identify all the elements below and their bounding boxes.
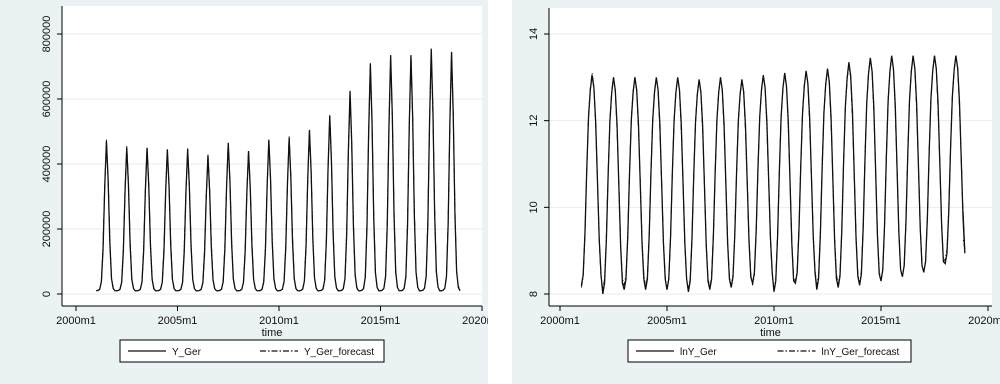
x-tick-label: 2005m1 (158, 315, 198, 327)
y-tick-label: 10 (528, 201, 540, 213)
legend-label-lnY_Ger_forecast: lnY_Ger_forecast (822, 347, 900, 358)
y-tick-label: 400000 (41, 146, 53, 183)
left-chart-panel: 0 200000 400000 600000 800000 2000m1 2005m1 201… (0, 0, 488, 384)
y-tick-label: 12 (528, 115, 540, 127)
plot-area (62, 6, 482, 306)
legend: lnY_Ger lnY_Ger_forecast (627, 339, 912, 363)
x-axis-title: time (262, 327, 283, 339)
x-tick-label: 2005m1 (647, 315, 687, 327)
x-tick-label: 2010m1 (259, 315, 299, 327)
x-tick-label: 2000m1 (56, 315, 96, 327)
legend-label-lnY_Ger: lnY_Ger (680, 347, 717, 358)
x-tick-label: 2020m1 (462, 315, 488, 327)
legend-label-Y_Ger: Y_Ger (172, 347, 202, 358)
series-line-lnY_Ger (580, 55, 966, 295)
y-tick-label: 14 (528, 28, 540, 40)
x-tick-label: 2010m1 (754, 315, 794, 327)
legend-box (627, 339, 912, 363)
x-axis-title: time (760, 327, 781, 339)
y-tick-label: 8 (528, 291, 540, 297)
right-chart-panel: 8 10 12 14 2000m1 2005m1 2010m1 2015m1 2020m1 tim… (512, 0, 1000, 384)
y-tick-label: 600000 (41, 81, 53, 118)
series-line-Y_Ger (96, 48, 461, 292)
left-line-chart: 0 200000 400000 600000 800000 2000m1 2005m1 201… (41, 6, 488, 363)
right-line-chart: 8 10 12 14 2000m1 2005m1 2010m1 2015m1 2020m1 tim… (528, 8, 1000, 363)
x-tick-label: 2015m1 (861, 315, 901, 327)
y-tick-label: 800000 (41, 16, 53, 53)
x-tick-label: 2020m1 (968, 315, 1000, 327)
y-tick-label: 0 (41, 291, 53, 297)
y-tick-label: 200000 (41, 211, 53, 248)
legend-label-Y_Ger_forecast: Y_Ger_forecast (304, 347, 374, 358)
legend-box (119, 339, 385, 363)
legend: Y_Ger Y_Ger_forecast (119, 339, 385, 363)
x-tick-label: 2015m1 (361, 315, 401, 327)
x-tick-label: 2000m1 (540, 315, 580, 327)
